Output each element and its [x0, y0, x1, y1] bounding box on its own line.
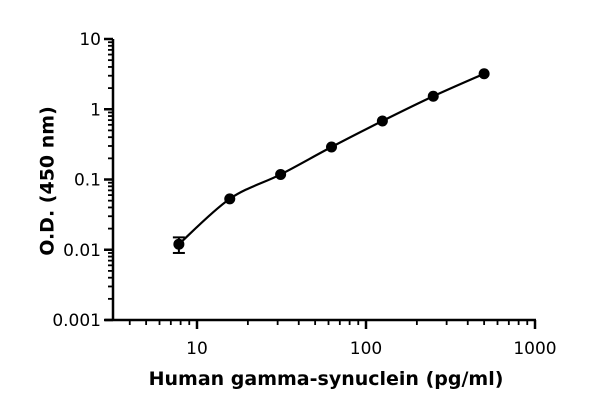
fit-curve-line: [178, 72, 485, 246]
x-tick-label: 100: [350, 339, 382, 359]
y-axis: 0.001 0.01 0.1 1 10: [52, 30, 115, 331]
data-point-marker: [376, 115, 388, 127]
y-axis-title: O.D. (450 nm): [37, 106, 59, 256]
y-tick-label: 10: [79, 30, 101, 50]
data-point-marker: [326, 141, 338, 153]
y-tick-label: 0.01: [63, 241, 101, 261]
y-tick-label: 1: [90, 100, 101, 120]
data-point-marker: [173, 238, 185, 250]
fit-curve: [178, 72, 485, 246]
x-tick-label: 1000: [513, 339, 556, 359]
data-point-marker: [478, 68, 490, 80]
data-point-marker: [275, 168, 287, 180]
data-point-marker: [224, 193, 236, 205]
y-tick-label: 0.1: [74, 171, 101, 191]
x-axis-title: Human gamma-synuclein (pg/ml): [149, 368, 504, 390]
x-tick-label: 10: [186, 339, 208, 359]
x-axis: 10 100 1000: [105, 318, 557, 359]
data-point-marker: [427, 90, 439, 102]
data-points: [173, 68, 490, 250]
y-tick-label: 0.001: [52, 311, 101, 331]
